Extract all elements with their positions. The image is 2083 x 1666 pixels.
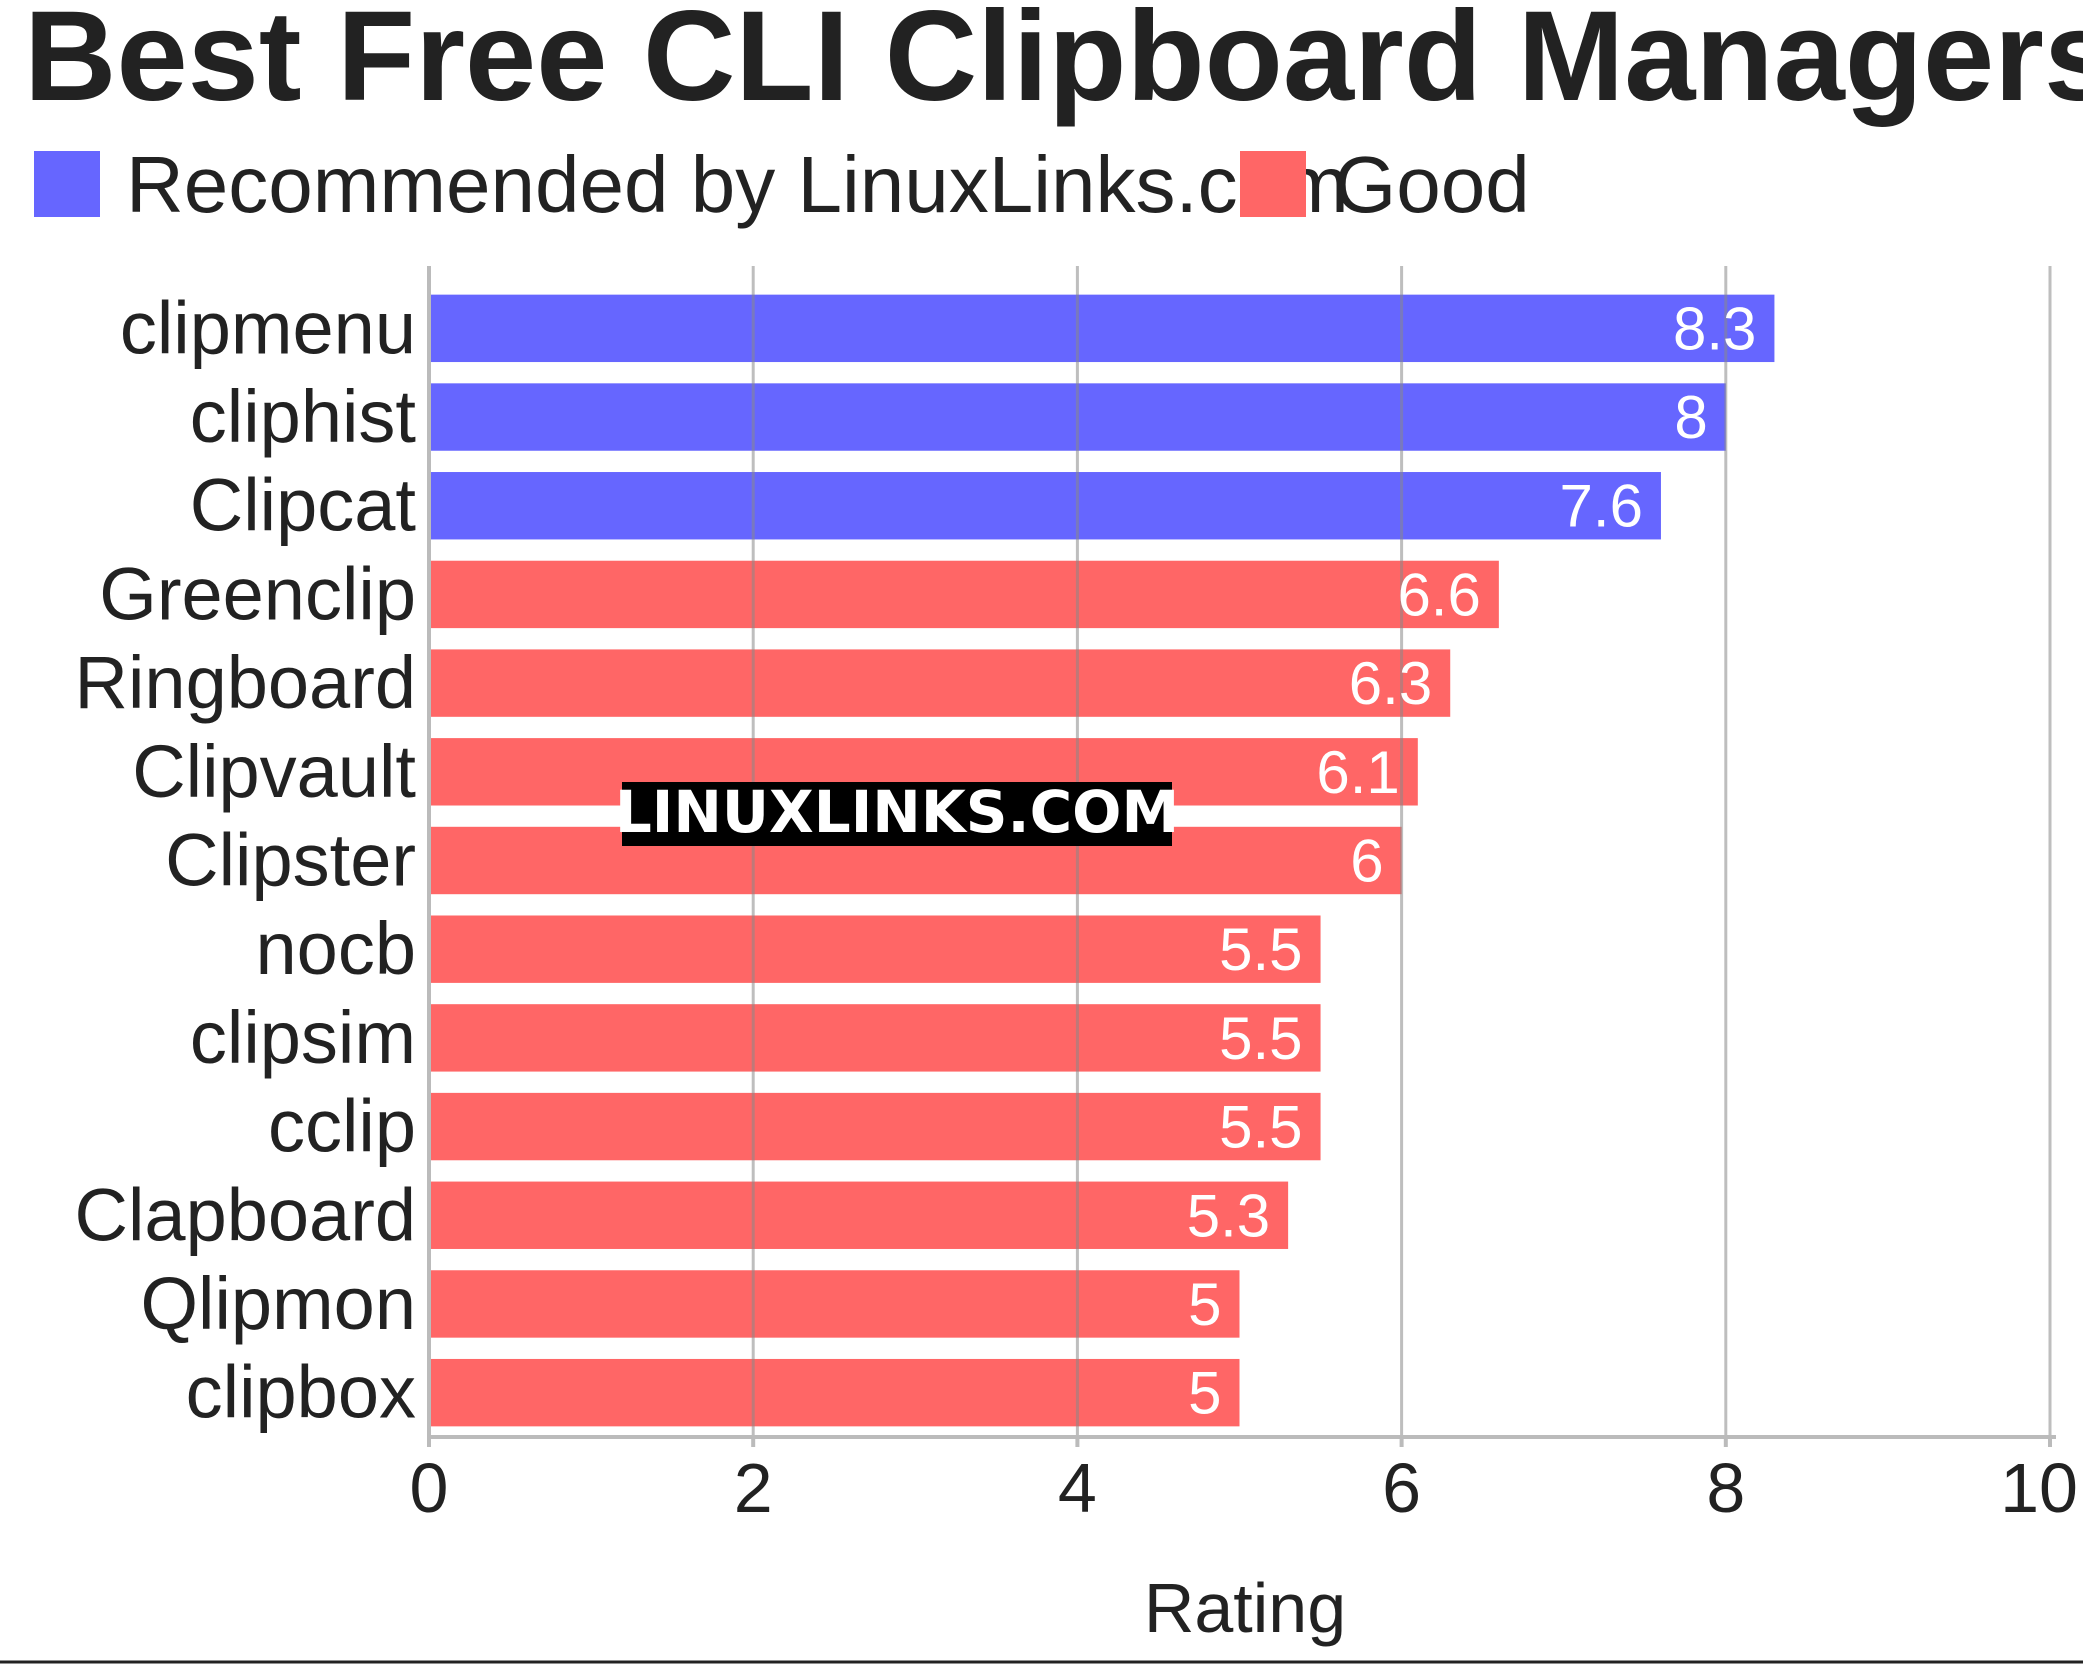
value-label-nocb: 5.5 [1219, 916, 1302, 983]
legend-swatch-good [1240, 151, 1306, 217]
x-axis: 0 2 4 6 8 10 [410, 266, 2078, 1527]
category-label-clipsim: clipsim [190, 996, 416, 1079]
x-tick-label-4: 4 [1058, 1449, 1097, 1527]
category-label-cliphist: cliphist [190, 375, 417, 458]
x-tick-label-2: 2 [734, 1449, 773, 1527]
category-label-clipster: Clipster [165, 819, 416, 902]
bar-qlipmon [429, 1270, 1240, 1338]
value-label-clipvault: 6.1 [1316, 739, 1399, 806]
value-label-qlipmon: 5 [1188, 1271, 1221, 1338]
value-label-ringboard: 6.3 [1349, 650, 1432, 717]
bar-greenclip [429, 560, 1499, 629]
category-labels: clipmenucliphistClipcatGreenclipRingboar… [75, 286, 417, 1433]
category-label-cclip: cclip [268, 1085, 416, 1168]
category-label-clipbox: clipbox [186, 1351, 416, 1434]
watermark-background [622, 782, 1172, 846]
category-label-clipcat: Clipcat [190, 464, 417, 547]
category-label-clipmenu: clipmenu [120, 286, 416, 369]
value-label-clipster: 6 [1350, 828, 1383, 895]
bar-clipmenu [429, 294, 1775, 363]
legend: Recommended by LinuxLinks.com Good [34, 140, 1530, 229]
bar-ringboard [429, 649, 1451, 717]
category-label-nocb: nocb [256, 907, 416, 990]
x-tick-label-6: 6 [1382, 1449, 1421, 1527]
bar-clipsim [429, 1004, 1321, 1072]
gridlines [751, 266, 2052, 1437]
value-label-clipbox: 5 [1188, 1360, 1221, 1427]
bar-nocb [429, 915, 1321, 983]
value-label-clipsim: 5.5 [1219, 1005, 1302, 1072]
value-label-clipcat: 7.6 [1560, 473, 1643, 540]
value-label-greenclip: 6.6 [1397, 561, 1480, 628]
value-label-cliphist: 8 [1674, 384, 1707, 451]
watermark-text: LINUXLINKS.COM [615, 778, 1179, 846]
bars [429, 294, 1775, 1427]
bar-clipbox [429, 1358, 1240, 1427]
category-label-clipvault: Clipvault [132, 730, 416, 813]
x-tick-label-8: 8 [1706, 1449, 1745, 1527]
value-label-cclip: 5.5 [1219, 1094, 1302, 1161]
watermark: LINUXLINKS.COM [615, 778, 1179, 846]
category-label-ringboard: Ringboard [75, 641, 416, 724]
category-label-greenclip: Greenclip [99, 552, 416, 635]
legend-label-good: Good [1334, 140, 1530, 229]
category-label-qlipmon: Qlipmon [140, 1262, 416, 1345]
legend-label-recommended: Recommended by LinuxLinks.com [126, 140, 1349, 229]
value-labels: 8.3 8 7.6 6.6 6.3 6.1 6 5.5 5.5 5.5 5.3 5 5 [1187, 295, 1757, 1426]
bar-cclip [429, 1092, 1321, 1161]
x-tick-label-0: 0 [410, 1449, 449, 1527]
category-label-clapboard: Clapboard [75, 1173, 416, 1256]
chart-title: Best Free CLI Clipboard Managers [24, 0, 2083, 128]
x-tick-label-10: 10 [2000, 1449, 2078, 1527]
value-label-clapboard: 5.3 [1187, 1182, 1270, 1249]
bar-clipcat [429, 472, 1661, 540]
bar-clapboard [429, 1181, 1289, 1249]
legend-swatch-recommended [34, 151, 100, 217]
value-label-clipmenu: 8.3 [1673, 295, 1756, 362]
x-axis-title: Rating [1144, 1569, 1346, 1647]
